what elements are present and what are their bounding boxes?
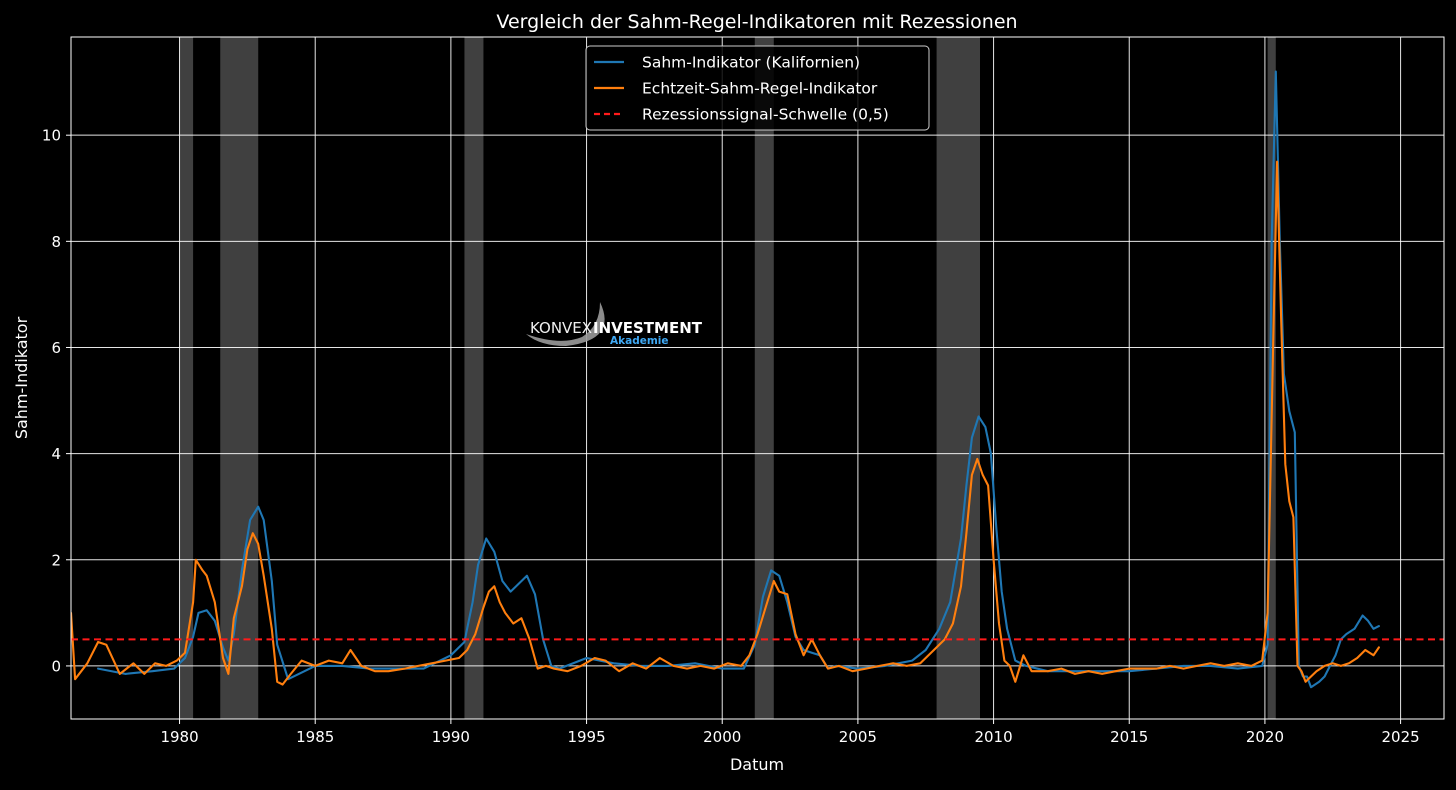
x-axis-ticks: 1980 1985 1990 1995 2000 2005 2010 2015 2020 2025	[160, 719, 1420, 746]
watermark-logo: KONVEX INVESTMENT Akademie	[526, 302, 703, 347]
legend-label-threshold: Rezessionssignal-Schwelle (0,5)	[642, 106, 889, 124]
y-tick-label-8: 8	[51, 233, 61, 251]
legend-label-echtzeit-sahm: Echtzeit-Sahm-Regel-Indikator	[642, 80, 878, 98]
legend-box	[585, 45, 930, 131]
recession-band-1	[179, 37, 194, 719]
plot-area: KONVEX INVESTMENT Akademie	[71, 37, 1444, 719]
series-group	[71, 70, 1380, 689]
y-tick-label-6: 6	[51, 339, 61, 357]
x-tick-label-1990: 1990	[432, 728, 470, 746]
recession-band-2	[220, 37, 259, 719]
watermark-investment-text: INVESTMENT	[593, 319, 703, 337]
x-tick-label-2010: 2010	[974, 728, 1012, 746]
series-line-sahm-indikator-kalifornien	[97, 70, 1380, 689]
x-tick-label-2020: 2020	[1246, 728, 1284, 746]
recession-band-3	[464, 37, 484, 719]
y-tick-label-10: 10	[42, 127, 61, 145]
watermark-konvex-text: KONVEX	[530, 319, 592, 337]
x-tick-label-1995: 1995	[567, 728, 605, 746]
y-tick-label-0: 0	[51, 657, 61, 675]
legend: Sahm-Indikator (Kalifornien) Echtzeit-Sa…	[585, 45, 930, 131]
x-axis-label: Datum	[730, 755, 784, 774]
x-tick-label-2015: 2015	[1110, 728, 1148, 746]
y-tick-label-4: 4	[51, 445, 61, 463]
x-tick-label-1980: 1980	[160, 728, 198, 746]
y-tick-label-2: 2	[51, 551, 61, 569]
recession-band-5	[936, 37, 981, 719]
recession-shading-group	[179, 37, 1276, 719]
x-tick-label-2000: 2000	[703, 728, 741, 746]
plot-frame	[70, 36, 1445, 720]
x-tick-label-1985: 1985	[296, 728, 334, 746]
y-axis-ticks: 0 2 4 6 8 10	[42, 127, 71, 675]
legend-label-sahm-kalifornien: Sahm-Indikator (Kalifornien)	[642, 54, 860, 72]
series-line-echtzeit-sahm-regel-indikator	[71, 160, 1380, 686]
grid-lines	[71, 37, 1444, 719]
recession-band-4	[754, 37, 774, 719]
watermark-akademie-text: Akademie	[610, 335, 669, 347]
x-tick-label-2005: 2005	[839, 728, 877, 746]
y-axis-label: Sahm-Indikator	[12, 316, 31, 439]
chart-title: Vergleich der Sahm-Regel-Indikatoren mit…	[496, 11, 1017, 33]
x-tick-label-2025: 2025	[1381, 728, 1419, 746]
